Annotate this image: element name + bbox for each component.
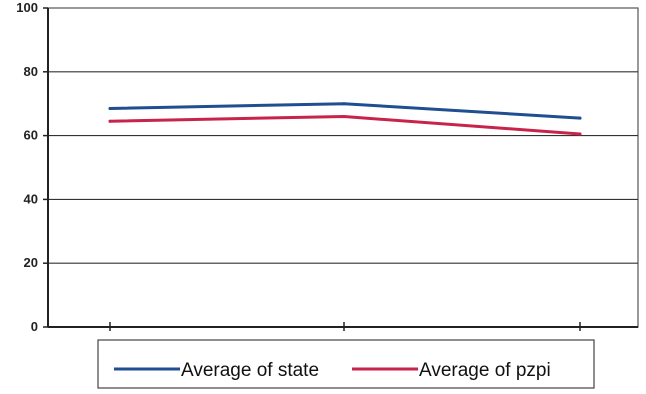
data-point-s0-1 <box>342 102 346 106</box>
plot-area <box>47 7 639 328</box>
y-axis-ticks: 0 20 40 60 80 100 <box>16 0 48 334</box>
series-lines <box>108 102 582 136</box>
y-tick-label-60: 60 <box>24 128 38 143</box>
y-tick-label-100: 100 <box>16 0 38 15</box>
gridlines <box>48 71 638 264</box>
data-point-s0-2 <box>578 116 582 120</box>
data-point-s1-1 <box>342 115 346 118</box>
legend-label-pzpi: Average of pzpi <box>419 360 551 381</box>
y-tick-label-80: 80 <box>24 64 38 79</box>
legend-box <box>97 339 595 389</box>
data-point-s1-0 <box>108 119 112 123</box>
y-tick-label-20: 20 <box>24 255 38 270</box>
legend-label-state: Average of state <box>181 360 319 381</box>
legend: Average of state Average of pzpi <box>97 339 595 389</box>
y-tick-label-40: 40 <box>24 191 38 206</box>
data-point-s1-2 <box>578 132 582 136</box>
data-point-s0-0 <box>108 107 112 110</box>
y-tick-label-0: 0 <box>31 319 38 334</box>
